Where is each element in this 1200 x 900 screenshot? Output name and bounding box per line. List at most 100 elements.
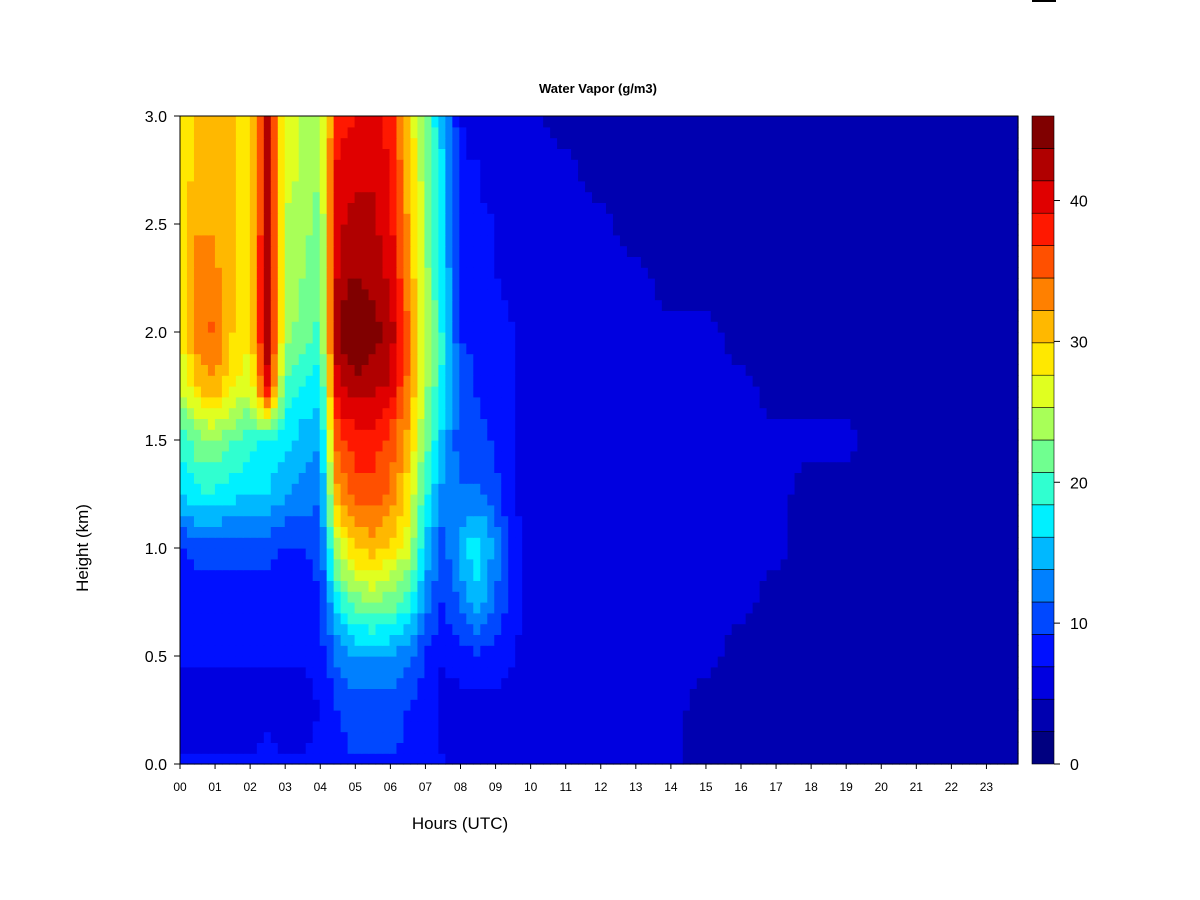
heatmap-cell bbox=[990, 548, 998, 560]
heatmap-cell bbox=[459, 342, 467, 355]
heatmap-cell bbox=[661, 602, 670, 614]
heatmap-cell bbox=[228, 472, 237, 484]
heatmap-cell bbox=[731, 504, 740, 517]
heatmap-cell bbox=[661, 720, 670, 733]
heatmap-cell bbox=[494, 602, 502, 614]
heatmap-cell bbox=[766, 753, 775, 765]
heatmap-cell bbox=[403, 602, 412, 614]
heatmap-cell bbox=[717, 677, 726, 689]
heatmap-cell bbox=[473, 688, 481, 700]
heatmap-cell bbox=[515, 386, 523, 398]
heatmap-cell bbox=[277, 342, 286, 355]
heatmap-cell bbox=[256, 396, 265, 409]
heatmap-cell bbox=[689, 310, 698, 322]
heatmap-cell bbox=[990, 569, 998, 581]
heatmap-cell bbox=[459, 666, 467, 679]
heatmap-cell bbox=[235, 494, 244, 506]
heatmap-cell bbox=[180, 483, 188, 495]
heatmap-cell bbox=[766, 537, 775, 549]
heatmap-cell bbox=[529, 666, 537, 679]
heatmap-cell bbox=[640, 710, 649, 722]
heatmap-cell bbox=[990, 332, 998, 344]
heatmap-cell bbox=[277, 645, 286, 657]
heatmap-cell bbox=[941, 645, 949, 657]
heatmap-cell bbox=[857, 332, 865, 344]
heatmap-cell bbox=[263, 504, 272, 517]
heatmap-cell bbox=[473, 537, 481, 549]
heatmap-cell bbox=[459, 699, 467, 711]
heatmap-cell bbox=[724, 364, 733, 376]
heatmap-cell bbox=[857, 580, 865, 592]
heatmap-cell bbox=[682, 623, 691, 635]
heatmap-cell bbox=[815, 677, 824, 689]
heatmap-cell bbox=[186, 537, 195, 549]
heatmap-cell bbox=[186, 450, 195, 463]
heatmap-cell bbox=[955, 537, 963, 549]
heatmap-cell bbox=[403, 742, 412, 754]
heatmap-cell bbox=[522, 645, 530, 657]
heatmap-cell bbox=[305, 634, 314, 646]
heatmap-cell bbox=[326, 515, 335, 527]
heatmap-cell bbox=[857, 526, 865, 538]
heatmap-cell bbox=[333, 634, 342, 646]
heatmap-cell bbox=[836, 418, 845, 430]
heatmap-cell bbox=[675, 407, 684, 419]
heatmap-cell bbox=[913, 407, 921, 419]
heatmap-cell bbox=[305, 515, 314, 527]
heatmap-cell bbox=[319, 558, 328, 571]
heatmap-cell bbox=[787, 429, 796, 441]
heatmap-cell bbox=[200, 407, 209, 419]
heatmap-cell bbox=[445, 364, 453, 376]
heatmap-cell bbox=[473, 483, 481, 495]
heatmap-cell bbox=[731, 742, 740, 754]
heatmap-cell bbox=[326, 591, 335, 603]
heatmap-cell bbox=[640, 558, 649, 571]
heatmap-cell bbox=[997, 364, 1005, 376]
heatmap-cell bbox=[843, 429, 851, 441]
heatmap-cell bbox=[640, 548, 649, 560]
heatmap-cell bbox=[948, 677, 956, 689]
heatmap-cell bbox=[815, 569, 824, 581]
heatmap-cell bbox=[941, 429, 949, 441]
heatmap-cell bbox=[668, 364, 677, 376]
heatmap-cell bbox=[703, 396, 712, 409]
heatmap-cell bbox=[214, 537, 223, 549]
heatmap-cell bbox=[501, 407, 509, 419]
heatmap-cell bbox=[801, 753, 810, 765]
heatmap-cell bbox=[654, 386, 663, 398]
heatmap-cell bbox=[200, 310, 209, 322]
heatmap-cell bbox=[284, 634, 293, 646]
heatmap-cell bbox=[962, 461, 970, 473]
heatmap-cell bbox=[731, 483, 740, 495]
heatmap-cell bbox=[291, 310, 300, 322]
heatmap-cell bbox=[487, 407, 495, 419]
heatmap-cell bbox=[375, 656, 384, 668]
heatmap-cell bbox=[424, 450, 432, 463]
heatmap-cell bbox=[277, 461, 286, 473]
heatmap-cell bbox=[717, 645, 726, 657]
heatmap-cell bbox=[794, 342, 803, 355]
heatmap-cell bbox=[892, 342, 900, 355]
heatmap-cell bbox=[794, 558, 803, 571]
heatmap-cell bbox=[473, 558, 481, 571]
heatmap-cell bbox=[619, 645, 628, 657]
heatmap-cell bbox=[550, 364, 558, 376]
heatmap-cell bbox=[263, 515, 272, 527]
heatmap-cell bbox=[242, 396, 251, 409]
heatmap-cell bbox=[529, 494, 537, 506]
heatmap-cell bbox=[745, 548, 754, 560]
heatmap-cell bbox=[424, 720, 432, 733]
heatmap-cell bbox=[640, 753, 649, 765]
heatmap-cell bbox=[543, 321, 551, 333]
heatmap-cell bbox=[689, 332, 698, 344]
heatmap-cell bbox=[787, 321, 796, 333]
heatmap-cell bbox=[277, 386, 286, 398]
heatmap-cell bbox=[990, 386, 998, 398]
heatmap-cell bbox=[759, 645, 768, 657]
heatmap-cell bbox=[724, 742, 733, 754]
heatmap-cell bbox=[661, 710, 670, 722]
heatmap-cell bbox=[955, 602, 963, 614]
heatmap-cell bbox=[340, 666, 349, 679]
heatmap-cell bbox=[640, 342, 649, 355]
heatmap-cell bbox=[452, 656, 460, 668]
